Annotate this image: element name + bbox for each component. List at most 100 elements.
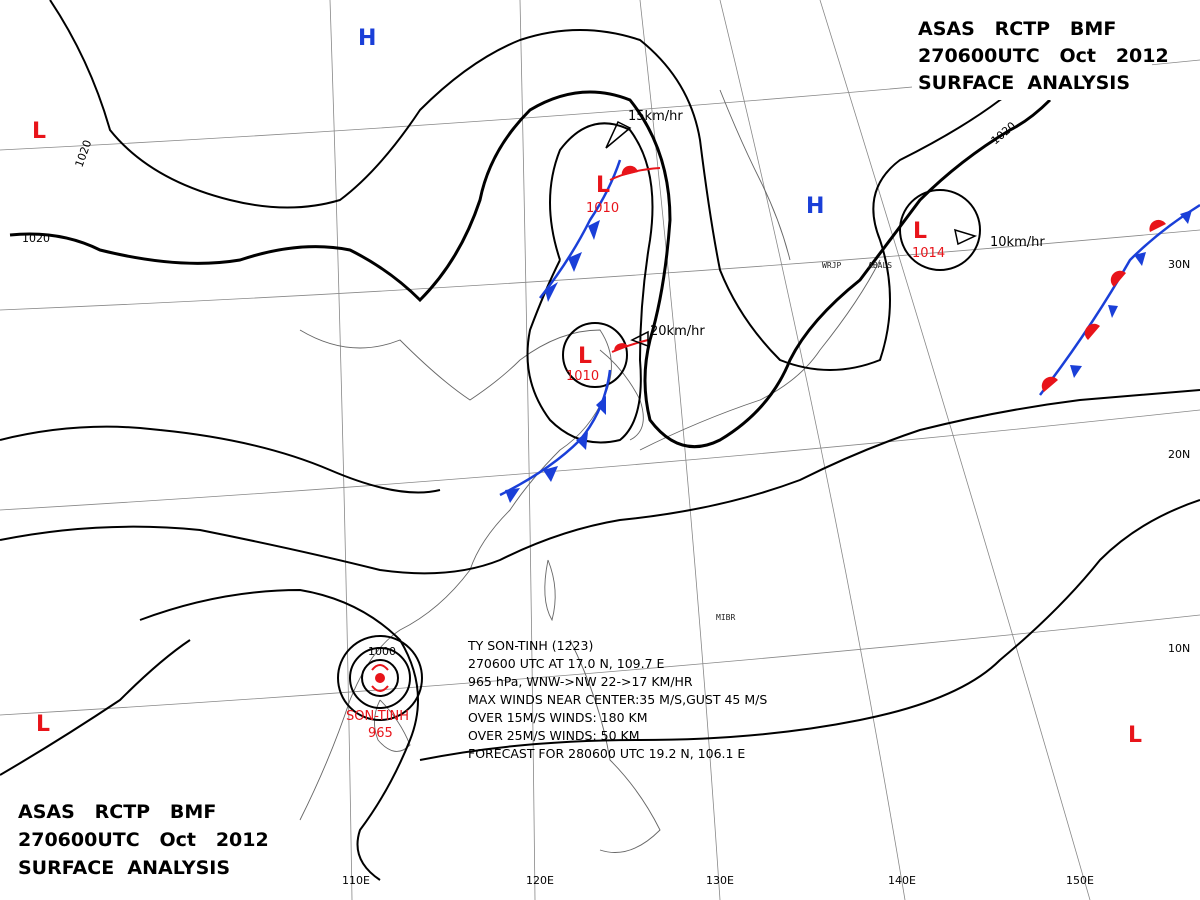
latitude-label: 30N: [1168, 258, 1190, 271]
isobar-label: 1000: [368, 645, 396, 658]
title-line: SURFACE ANALYSIS: [918, 72, 1130, 94]
station-id: WRJP: [822, 261, 841, 270]
warm-front-korea-low: [611, 339, 649, 353]
high-center-label: H: [358, 26, 376, 51]
pressure-systems: L H L 1010 15km/hr L 1010 20km/hr H L 10…: [32, 26, 1142, 748]
low-pressure-value: 1010: [586, 201, 619, 216]
typhoon-name-label: SON-TINH: [346, 709, 409, 724]
isobar-label: 1020: [22, 232, 50, 245]
cold-front-triangle: [1108, 305, 1118, 318]
mainland-coast: [299, 329, 612, 821]
isobar-southwest: [0, 639, 191, 776]
sakhalin-coast: [719, 89, 791, 261]
korea-coast: [599, 349, 644, 441]
typhoon-son-tinh: SON-TINH 965: [346, 664, 409, 741]
isobar-typhoon-ring-1: [337, 635, 423, 721]
warm-front-semicircle: [1149, 219, 1166, 232]
title-background: [12, 796, 297, 886]
notice-line: TY SON-TINH (1223): [467, 638, 593, 653]
title-bottom-left: ASAS RCTP BMF 270600UTC Oct 2012 SURFACE…: [18, 801, 269, 879]
title-background: [912, 10, 1152, 100]
taiwan-coast: [544, 559, 556, 622]
typhoon-symbol-icon: [371, 664, 389, 692]
isobar-south: [419, 499, 1200, 761]
meridian-140e: [719, 0, 906, 900]
title-top-right: ASAS RCTP BMF 270600UTC Oct 2012 SURFACE…: [918, 18, 1169, 94]
low-motion-label: 15km/hr: [628, 109, 683, 124]
low-motion-label: 10km/hr: [990, 235, 1045, 250]
warm-front-semicircle: [1041, 376, 1058, 392]
meridian-130e: [639, 0, 721, 900]
isobar-korea-low: [562, 322, 628, 388]
cold-front-korea: [499, 369, 612, 503]
isobar-typhoon-ring-3: [361, 659, 399, 697]
stationary-front-pacific: [1039, 203, 1200, 396]
low-center-label: L: [36, 712, 50, 737]
title-line: 270600UTC Oct 2012: [918, 45, 1169, 67]
parallel-30n: [0, 229, 1200, 311]
notice-line: FORECAST FOR 280600 UTC 19.2 N, 106.1 E: [468, 746, 745, 761]
cold-front-triangle: [588, 220, 600, 240]
meridian-150e: [819, 0, 1091, 900]
parallel-20n: [0, 409, 1200, 511]
station-id: MIBR: [716, 613, 735, 622]
warm-front-semicircle: [1110, 270, 1126, 287]
typhoon-notice: TY SON-TINH (1223) 270600 UTC AT 17.0 N,…: [467, 638, 767, 761]
station-id: ABALS: [868, 261, 892, 270]
isobar-label: 1020: [989, 119, 1019, 147]
isobar-1020-main: [9, 90, 1052, 449]
title-line: SURFACE ANALYSIS: [18, 857, 230, 879]
title-line: 270600UTC Oct 2012: [18, 829, 269, 851]
longitude-label: 130E: [706, 874, 734, 887]
isobar-north: [49, 0, 1071, 371]
low-pressure-value: 1014: [912, 246, 945, 261]
cold-front-triangle: [543, 466, 558, 482]
parallel-10n: [0, 614, 1200, 716]
meridian-110e: [329, 0, 353, 900]
japan-coast: [639, 259, 881, 451]
cold-front-triangle: [505, 488, 520, 503]
longitude-label: 120E: [526, 874, 554, 887]
cold-front-triangle: [545, 282, 558, 302]
low-pressure-value: 1010: [566, 369, 599, 384]
notice-line: OVER 15M/S WINDS: 180 KM: [468, 710, 648, 725]
isobar-west: [0, 425, 441, 494]
title-line: ASAS RCTP BMF: [918, 18, 1116, 40]
isobar-labels: 1020 1020 1020 1000: [22, 119, 1018, 658]
warm-front-semicircle: [1084, 323, 1100, 340]
isobar-pacific-low: [899, 189, 981, 271]
longitude-label: 110E: [342, 874, 370, 887]
latitude-label: 10N: [1168, 642, 1190, 655]
low-center-label: L: [596, 173, 610, 198]
stationary-front-line: [1039, 203, 1200, 396]
low-center-label: L: [1128, 723, 1142, 748]
title-line: ASAS RCTP BMF: [18, 801, 216, 823]
longitude-label: 140E: [888, 874, 916, 887]
latitude-label: 20N: [1168, 448, 1190, 461]
cold-front-triangle: [596, 396, 606, 415]
isobar-label: 1020: [73, 138, 95, 169]
typhoon-center-icon: [375, 673, 385, 683]
motion-arrow: [630, 330, 649, 348]
notice-line: 965 hPa, WNW->NW 22->17 KM/HR: [468, 674, 693, 689]
meridian-120e: [519, 0, 536, 900]
notice-line: MAX WINDS NEAR CENTER:35 M/S,GUST 45 M/S: [468, 692, 767, 707]
high-center-label: H: [806, 194, 824, 219]
low-center-label: L: [32, 119, 46, 144]
low-motion-label: 20km/hr: [650, 324, 705, 339]
notice-line: OVER 25M/S WINDS: 50 KM: [468, 728, 640, 743]
typhoon-pressure-label: 965: [368, 726, 393, 741]
motion-arrow: [605, 120, 632, 149]
warm-front-semicircle: [621, 165, 638, 176]
warm-front-line: [611, 339, 649, 353]
cold-front-line: [499, 369, 612, 497]
longitude-label: 150E: [1066, 874, 1094, 887]
cold-front-triangle: [568, 252, 582, 272]
isobar-mid: [0, 389, 1200, 575]
low-center-label: L: [913, 219, 927, 244]
notice-line: 270600 UTC AT 17.0 N, 109.7 E: [468, 656, 664, 671]
station-labels: WRJP ABALS MIBR: [716, 261, 892, 622]
